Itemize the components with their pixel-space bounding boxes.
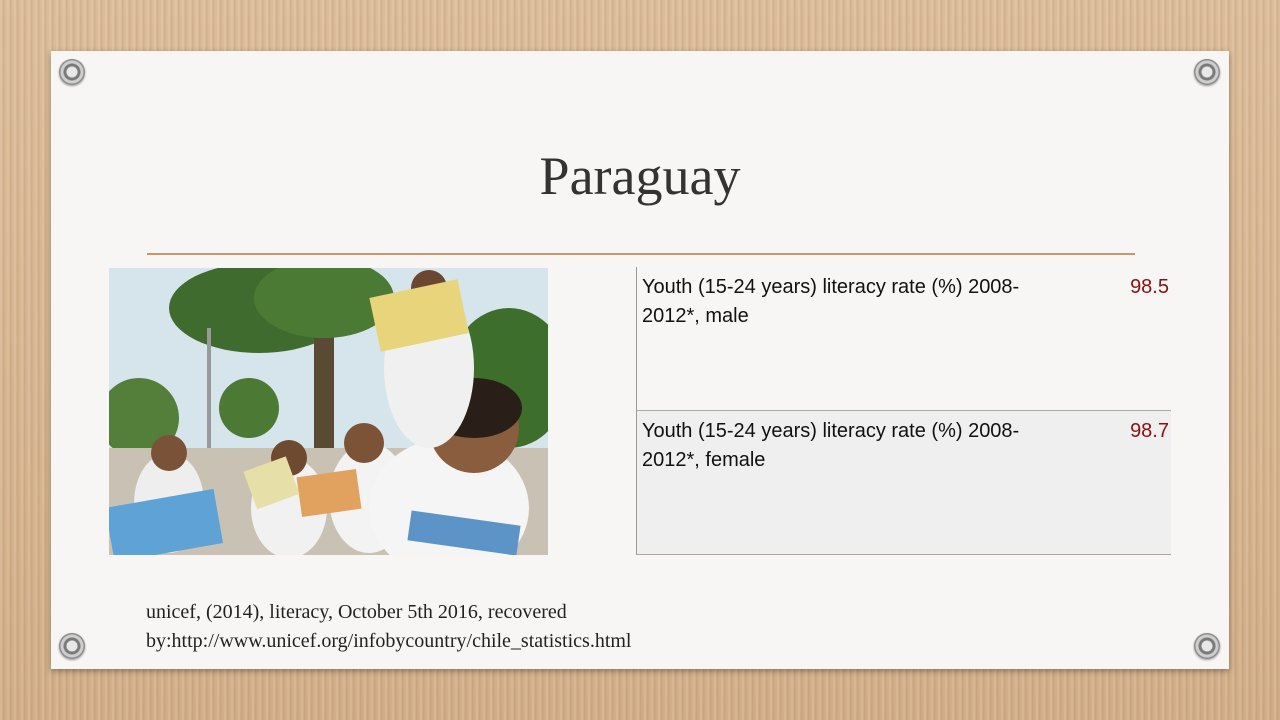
citation-line-1: unicef, (2014), literacy, October 5th 20…: [146, 601, 567, 623]
table-row: Youth (15-24 years) literacy rate (%) 20…: [637, 411, 1171, 555]
table-row: Youth (15-24 years) literacy rate (%) 20…: [637, 267, 1171, 411]
row-value: 98.5: [1130, 276, 1169, 298]
grommet-top-left: [59, 59, 85, 85]
title-divider: [147, 253, 1135, 255]
citation-line-2: by:http://www.unicef.org/infobycountry/c…: [146, 630, 632, 652]
slide: Paraguay: [51, 51, 1229, 669]
row-label: Youth (15-24 years) literacy rate (%) 20…: [642, 420, 1020, 471]
grommet-bottom-left: [59, 633, 85, 659]
grommet-top-right: [1194, 59, 1220, 85]
row-label: Youth (15-24 years) literacy rate (%) 20…: [642, 276, 1020, 327]
literacy-table: Youth (15-24 years) literacy rate (%) 20…: [636, 267, 1171, 555]
grommet-bottom-right: [1194, 633, 1220, 659]
row-value: 98.7: [1130, 420, 1169, 442]
children-reading-photo: [109, 268, 548, 555]
slide-title: Paraguay: [539, 146, 741, 206]
citation: unicef, (2014), literacy, October 5th 20…: [146, 598, 846, 656]
